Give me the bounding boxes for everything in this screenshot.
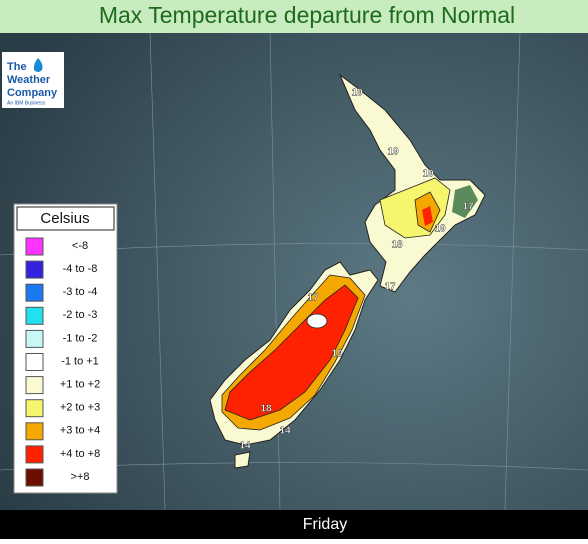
- title-bar: [0, 0, 588, 33]
- contour-label: 19: [422, 169, 434, 180]
- legend-swatch: [25, 399, 44, 418]
- legend-label: +3 to +4: [60, 425, 100, 437]
- legend-swatch: [25, 237, 44, 256]
- legend-swatch: [25, 306, 44, 325]
- legend-label: +4 to +8: [60, 448, 100, 460]
- legend-swatch: [25, 283, 44, 302]
- contour-label: 18: [260, 404, 272, 415]
- title: Max Temperature departure from Normal: [99, 2, 515, 28]
- contour-label: 17: [462, 202, 474, 213]
- footer-day: Friday: [303, 516, 347, 533]
- legend-label: -1 to +1: [61, 355, 99, 367]
- contour-label: 19: [434, 224, 446, 235]
- legend-swatch: [25, 376, 44, 395]
- legend-label: +1 to +2: [60, 379, 100, 391]
- legend-swatch: [25, 422, 44, 441]
- logo-drop: [33, 58, 43, 72]
- cool-zone: [452, 185, 478, 218]
- logo-text: The: [7, 61, 27, 73]
- north-island: [338, 73, 486, 293]
- contour-label: 19: [331, 349, 343, 360]
- logo-text: Weather: [7, 74, 51, 86]
- neutral-zone: [306, 313, 328, 329]
- contour-label: 19: [351, 88, 363, 99]
- contour-label: 18: [391, 240, 403, 251]
- contour-label: 19: [387, 147, 399, 158]
- legend-label: -2 to -3: [63, 309, 98, 321]
- legend-title: Celsius: [40, 210, 89, 227]
- legend-label: -1 to -2: [63, 332, 98, 344]
- logo-tagline: An IBM Business: [7, 100, 46, 106]
- legend-label: -3 to -4: [63, 286, 98, 298]
- legend-title-box: [16, 206, 115, 231]
- contour-label: 17: [384, 282, 396, 293]
- logo-text: Company: [7, 87, 58, 99]
- logo-box: [2, 52, 64, 108]
- legend-swatch: [25, 260, 44, 279]
- legend-swatch: [25, 353, 44, 371]
- stewart-island: [234, 451, 251, 469]
- legend-swatch: [25, 468, 44, 487]
- contour-label: 14: [239, 441, 251, 452]
- legend-label: -4 to -8: [63, 263, 98, 275]
- legend-swatch: [25, 445, 44, 464]
- footer-bar: [0, 510, 588, 539]
- contour-label: 17: [307, 293, 319, 304]
- contour-label: 14: [279, 426, 291, 437]
- legend-label: >+8: [71, 471, 90, 483]
- hot-zone: [422, 206, 433, 226]
- legend-label: +2 to +3: [60, 402, 100, 414]
- legend-swatch: [25, 329, 44, 348]
- legend-label: <-8: [72, 240, 88, 252]
